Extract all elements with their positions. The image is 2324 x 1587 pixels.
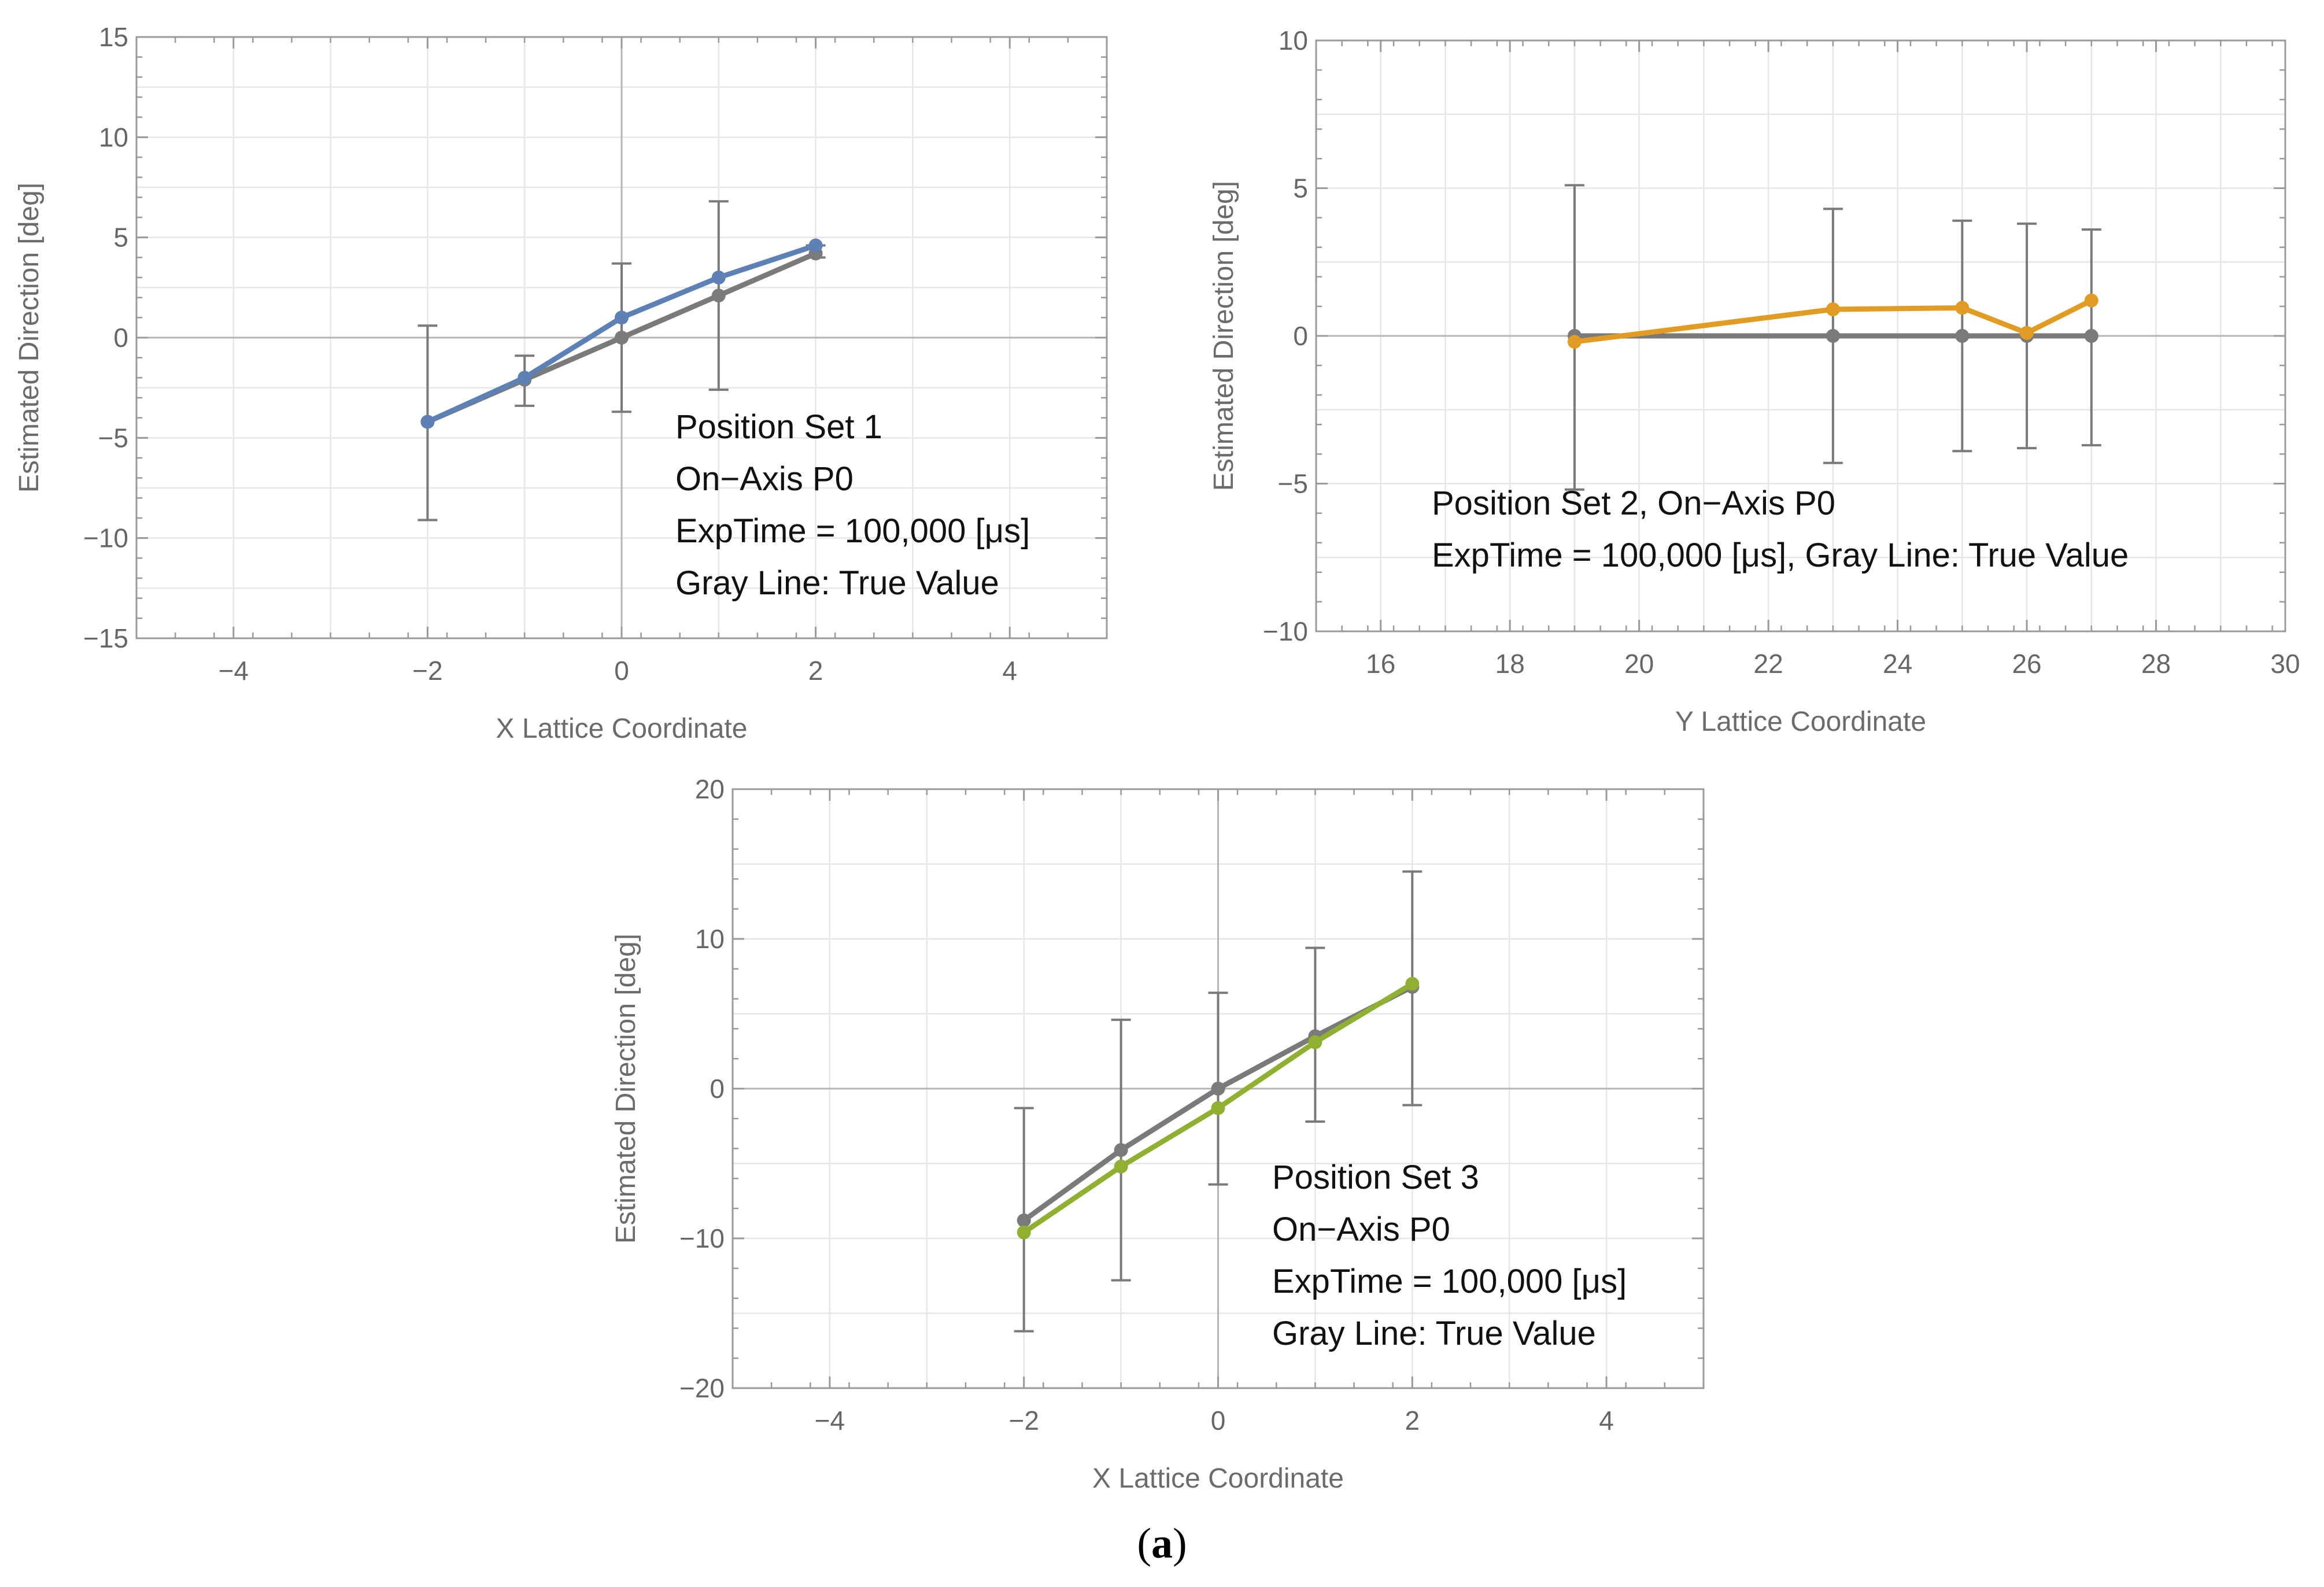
y-tick-label: 10 [99,122,128,152]
annotation-line: Position Set 1 [675,408,882,446]
y-tick-label: −10 [1263,616,1308,646]
estimated-point [1308,1035,1322,1049]
x-tick-label: 28 [2141,649,2171,679]
x-tick-label: 2 [808,656,823,686]
annotation-line: ExpTime = 100,000 [μs], Gray Line: True … [1432,537,2129,574]
y-tick-label: −5 [1278,469,1308,499]
y-tick-label: −10 [679,1223,725,1253]
y-tick-label: 20 [695,774,725,804]
y-axis-label: Estimated Direction [deg] [14,183,45,493]
estimated-point [1405,976,1420,991]
x-tick-label: 0 [614,656,629,686]
estimated-point [1017,1225,1031,1240]
y-tick-label: 5 [1293,173,1308,204]
true-value-point [1017,1213,1031,1227]
y-tick-label: −20 [679,1373,725,1403]
x-axis-label: X Lattice Coordinate [1092,1463,1344,1494]
true-value-point [1211,1082,1225,1096]
estimated-point [1955,301,1970,315]
true-value-point [2084,329,2098,343]
estimated-point [518,371,532,385]
estimated-point [1567,335,1582,349]
annotation-line: ExpTime = 100,000 [μs] [1272,1263,1627,1300]
y-tick-label: 15 [99,22,128,52]
x-tick-label: 2 [1405,1405,1420,1436]
y-tick-label: −5 [98,423,128,453]
figure-caption: (a) [1137,1520,1187,1567]
chart-1: −4 −2 0 2 4 −15 −10 −5 0 5 10 15 X Lattice Coordinat… [14,22,1108,744]
annotation-line: Position Set 3 [1272,1159,1479,1196]
x-tick-label: −2 [1008,1405,1039,1436]
estimated-point [808,238,823,253]
x-tick-label: 20 [1624,649,1654,679]
x-tick-label: −2 [412,656,442,686]
chart-2: 16 18 20 22 24 26 28 30 −10 −5 0 5 10 Y Lattice Coord… [1209,25,2300,737]
y-axis-label: Estimated Direction [deg] [611,934,641,1244]
x-tick-label: 16 [1366,649,1395,679]
x-tick-label: 24 [1883,649,1912,679]
annotation-line: Gray Line: True Value [1272,1315,1596,1352]
annotation-line: Position Set 2, On−Axis P0 [1432,484,1835,522]
annotation-line: ExpTime = 100,000 [μs] [675,512,1030,550]
x-tick-label: 18 [1495,649,1525,679]
y-tick-label: −15 [83,623,128,653]
x-axis-label: X Lattice Coordinate [496,713,748,744]
x-tick-label: 22 [1754,649,1783,679]
caption-letter: a [1151,1520,1173,1567]
true-value-point [711,288,726,303]
annotation-line: On−Axis P0 [1272,1211,1450,1248]
estimated-point [2020,325,2034,340]
x-tick-label: 26 [2012,649,2041,679]
y-tick-label: 0 [710,1074,725,1104]
true-value-point [615,331,629,345]
estimated-point [1211,1101,1225,1115]
y-tick-label: 0 [113,323,128,353]
x-tick-label: 4 [1002,656,1017,686]
x-tick-label: 4 [1599,1405,1614,1436]
estimated-point [420,415,435,429]
y-tick-label: −10 [83,523,128,553]
y-tick-label: 10 [1279,25,1308,56]
y-axis-label: Estimated Direction [deg] [1209,181,1239,491]
x-tick-label: 0 [1211,1405,1226,1436]
x-tick-label: −4 [815,1405,845,1436]
annotation-line: On−Axis P0 [675,460,854,498]
annotation-line: Gray Line: True Value [675,564,999,602]
y-tick-label: 5 [113,223,128,253]
x-axis-label: Y Lattice Coordinate [1675,706,1926,737]
true-value-point [1826,329,1840,343]
estimated-point [1114,1159,1128,1174]
estimated-point [1826,302,1840,317]
estimated-point [711,271,726,284]
true-value-point [1114,1143,1128,1157]
x-tick-label: 30 [2270,649,2300,679]
y-tick-label: 0 [1293,321,1308,351]
estimated-point [615,310,629,325]
y-tick-label: 10 [695,924,725,954]
true-value-point [1955,329,1970,343]
estimated-point [2084,293,2098,308]
x-tick-label: −4 [219,656,249,686]
